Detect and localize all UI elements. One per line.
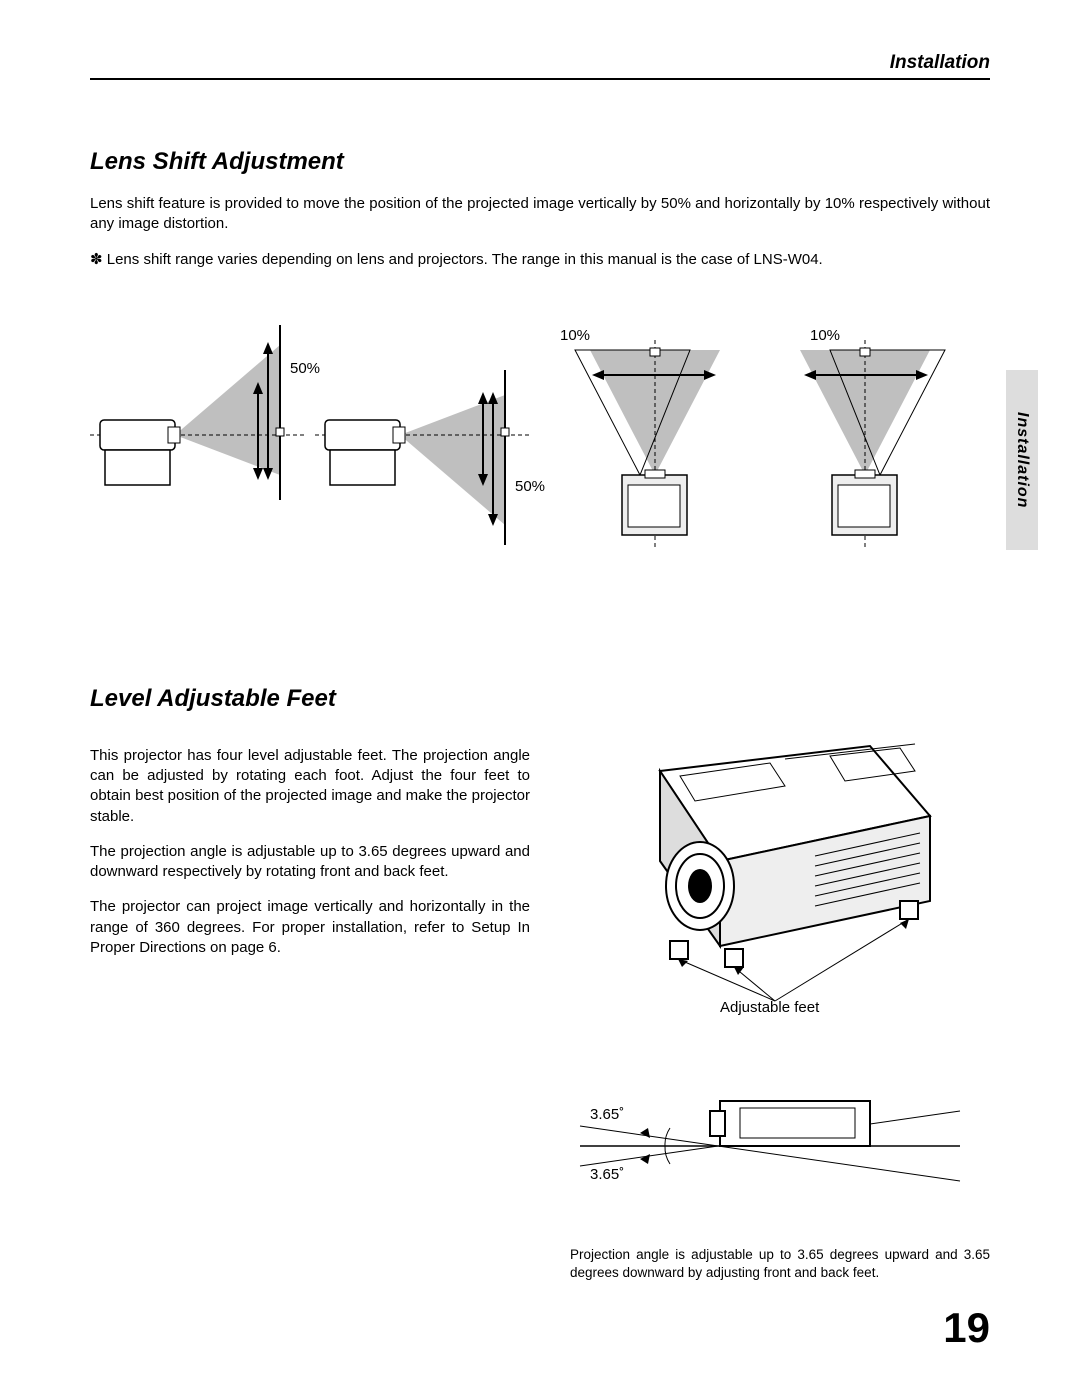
feet-p2: The projection angle is adjustable up to… <box>90 842 530 883</box>
label-50-a: 50% <box>290 360 320 377</box>
label-angle-up: 3.65˚ <box>590 1106 624 1123</box>
header-section-name: Installation <box>890 52 990 74</box>
label-adjustable-feet: Adjustable feet <box>720 999 819 1016</box>
header-rule <box>90 78 990 80</box>
tilt-diagram <box>570 1066 970 1226</box>
label-10-b: 10% <box>810 327 840 344</box>
label-angle-down: 3.65˚ <box>590 1166 624 1183</box>
lens-shift-paragraph: Lens shift feature is provided to move t… <box>90 194 990 235</box>
page-number: 19 <box>943 1304 990 1352</box>
feet-caption: Projection angle is adjustable up to 3.6… <box>570 1246 990 1282</box>
side-tab-label: Installation <box>1013 412 1031 508</box>
lens-shift-note: ✽ Lens shift range varies depending on l… <box>90 250 990 270</box>
lens-shift-diagram <box>90 320 990 570</box>
lens-shift-title: Lens Shift Adjustment <box>90 148 990 176</box>
feet-p3: The projector can project image vertical… <box>90 897 530 958</box>
projector-iso-diagram <box>570 731 970 1011</box>
side-tab: Installation <box>1006 370 1038 550</box>
feet-p1: This projector has four level adjustable… <box>90 746 530 827</box>
label-10-a: 10% <box>560 327 590 344</box>
label-50-b: 50% <box>515 478 545 495</box>
feet-title: Level Adjustable Feet <box>90 685 990 713</box>
